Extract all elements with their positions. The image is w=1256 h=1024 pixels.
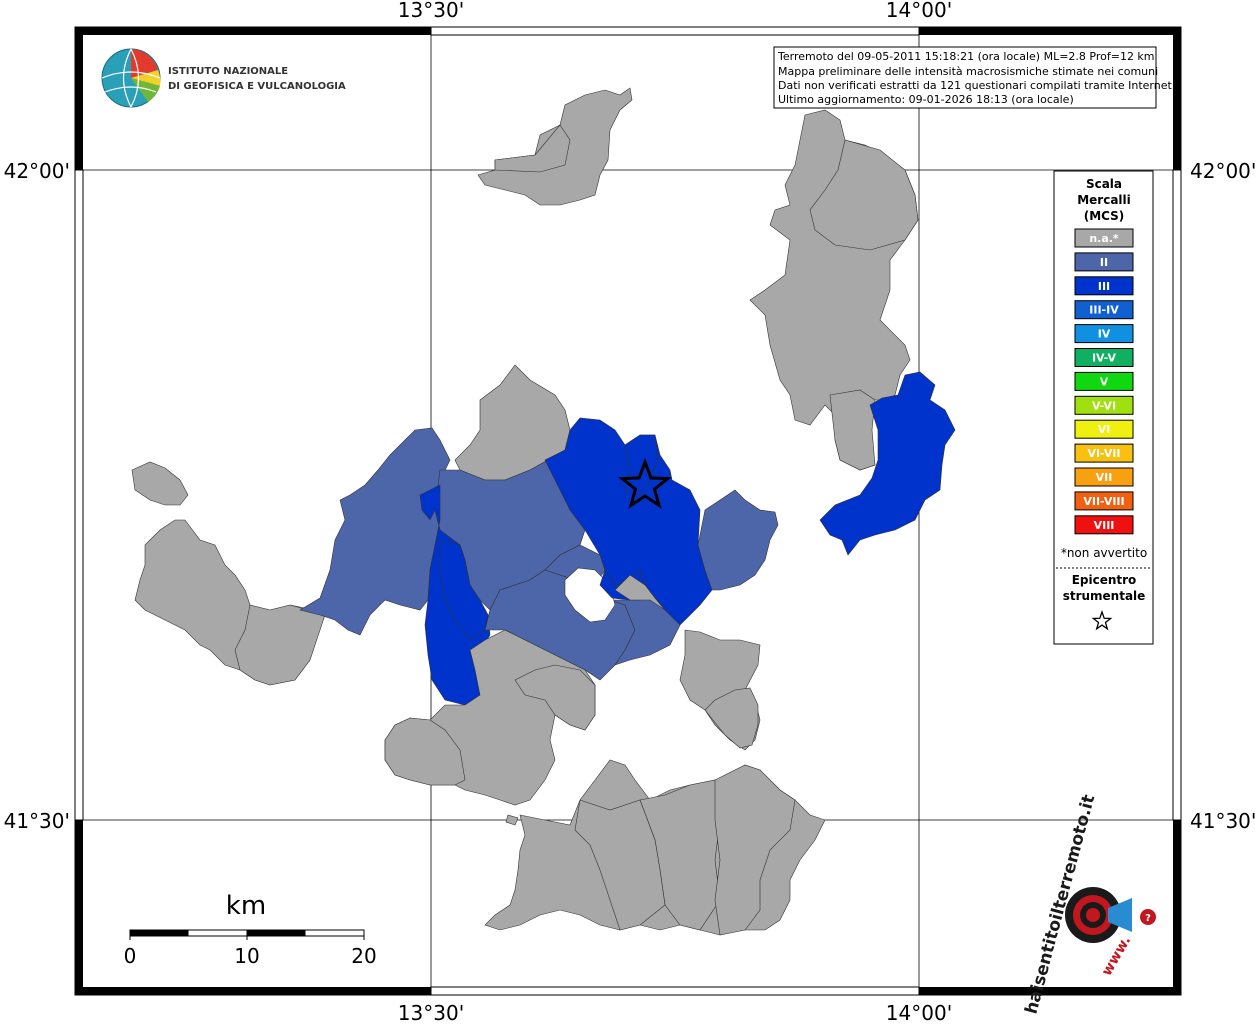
lon-label-bottom-right: 14°00' [886,1001,952,1024]
lon-label-top-left: 13°30' [398,0,464,22]
graticule [75,27,1181,995]
legend-star-icon [1091,610,1113,631]
info-line4: Ultimo aggiornamento: 09-01-2026 18:13 (… [778,93,1074,106]
legend: Scala Mercalli (MCS) n.a.*IIIIIIII-IVIVI… [1053,170,1154,645]
legend-swatch-label: III [1098,280,1110,293]
legend-items: n.a.*IIIIIIII-IVIVIV-VVV-VIVIVI-VIIVIIVI… [1074,228,1134,535]
legend-swatch [1074,395,1134,415]
legend-swatch [1074,276,1134,296]
info-line1: Terremoto del 09-05-2011 15:18:21 (ora l… [777,50,1155,63]
info-box: Terremoto del 09-05-2011 15:18:21 (ora l… [773,46,1175,109]
legend-epicenter-1: Epicentro [1072,573,1137,587]
legend-swatch-label: VI-VII [1087,447,1120,460]
legend-swatch [1074,228,1134,248]
legend-swatch [1074,515,1134,535]
legend-swatch-label: IV [1098,328,1111,341]
institute-name-line2: DI GEOFISICA E VULCANOLOGIA [168,81,346,92]
lat-label-right-top: 42°00' [1190,159,1256,183]
lon-label-top-right: 14°00' [886,0,952,22]
legend-note: *non avvertito [1061,546,1147,560]
legend-swatch-label: VIII [1094,519,1115,532]
scale-bar: km 0 10 20 [124,891,377,968]
municipalities [131,87,956,936]
lat-label-left-bottom: 41°30' [4,809,70,833]
legend-swatch [1074,252,1134,272]
legend-swatch [1074,491,1134,511]
legend-swatch-label: III-IV [1089,304,1119,317]
scale-tick-0: 0 [124,944,137,968]
legend-swatch-label: V-VI [1092,399,1116,412]
info-line2: Mappa preliminare delle intensità macros… [778,65,1158,78]
legend-swatch [1074,467,1134,487]
legend-title-3: (MCS) [1084,209,1125,223]
svg-text:?: ? [1145,913,1151,924]
legend-swatch-label: VI [1098,423,1111,436]
ingv-logo [101,48,161,108]
epicenter-star-icon [618,457,672,509]
legend-swatch-label: n.a.* [1089,232,1119,245]
legend-swatch [1074,443,1134,463]
legend-swatch [1074,371,1134,391]
legend-swatch-label: V [1100,375,1109,388]
legend-swatch-label: VII [1096,471,1113,484]
info-line3: Dati non verificati estratti da 121 ques… [778,79,1175,92]
legend-swatch-label: VII-VIII [1083,495,1124,508]
legend-title-2: Mercalli [1077,193,1131,207]
lat-label-left-top: 42°00' [4,159,70,183]
legend-swatch-label: IV-V [1092,352,1117,365]
legend-title-1: Scala [1086,177,1122,191]
legend-swatch [1074,324,1134,344]
scale-tick-10: 10 [234,944,259,968]
haisentito-logo: ? [1065,887,1156,943]
scale-unit: km [226,891,266,921]
institute-name-line1: ISTITUTO NAZIONALE [168,66,288,77]
legend-epicenter-2: strumentale [1063,589,1146,603]
legend-swatch [1074,300,1134,320]
legend-swatch-label: II [1100,256,1108,269]
scale-tick-20: 20 [351,944,376,968]
legend-swatch [1074,419,1134,439]
lat-label-right-bottom: 41°30' [1190,809,1256,833]
lon-label-bottom-left: 13°30' [398,1001,464,1024]
legend-swatch [1074,348,1134,367]
